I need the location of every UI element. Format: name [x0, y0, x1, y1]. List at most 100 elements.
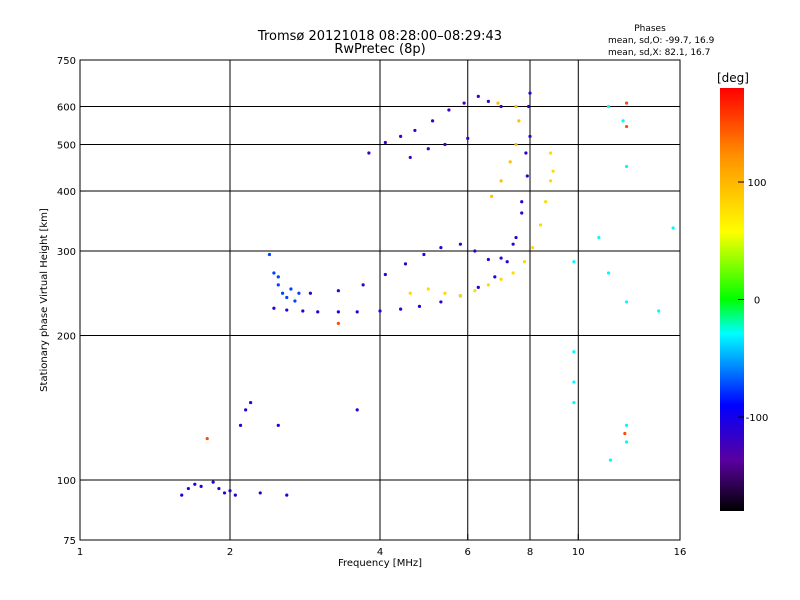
data-point [199, 484, 203, 488]
data-point [408, 155, 412, 160]
data-point [233, 493, 237, 497]
data-point [217, 486, 221, 491]
data-point [308, 291, 313, 295]
y-tick-label: 400 [57, 187, 76, 198]
data-point [549, 151, 553, 155]
data-point [443, 291, 447, 295]
chart-title: Tromsø 20121018 08:28:00–08:29:43 [257, 29, 502, 44]
data-point [285, 295, 289, 300]
data-point [496, 101, 500, 105]
data-point [180, 493, 184, 497]
data-point [426, 287, 430, 291]
data-point [466, 136, 470, 140]
data-point [525, 174, 529, 178]
data-point [657, 309, 661, 313]
colorbar-tick-label: 0 [754, 296, 760, 307]
data-point [476, 94, 480, 98]
data-point [486, 99, 490, 103]
data-point [276, 275, 280, 279]
x-tick-label: 2 [227, 547, 233, 558]
y-axis-label: Stationary phase Virtual Height [km] [39, 208, 50, 392]
gridlines [80, 60, 680, 540]
data-point [443, 142, 447, 147]
data-point [572, 400, 576, 405]
data-point [244, 408, 248, 412]
data-point [301, 309, 305, 313]
data-point [520, 211, 524, 215]
data-point [624, 300, 629, 304]
data-point [336, 321, 340, 325]
data-point [608, 458, 613, 462]
colorbar-label: [deg] [717, 71, 749, 85]
data-point [499, 277, 503, 281]
y-tick-label: 75 [63, 536, 76, 547]
data-point [549, 179, 553, 183]
data-point [572, 260, 576, 264]
data-point [399, 307, 403, 311]
data-point [399, 134, 403, 138]
x-tick-label: 4 [377, 547, 383, 558]
data-point [383, 140, 387, 145]
stats-heading: Phases [634, 24, 666, 34]
data-point [258, 491, 262, 495]
data-point [524, 151, 528, 155]
x-axis-label: Frequency [MHz] [338, 558, 422, 569]
data-point [355, 408, 359, 412]
data-point [276, 283, 280, 287]
data-point [572, 380, 576, 384]
data-point [623, 431, 627, 436]
data-point [458, 242, 463, 246]
data-point [528, 91, 532, 95]
data-point [499, 179, 503, 183]
y-tick-label: 750 [57, 56, 76, 67]
data-point [606, 271, 611, 275]
data-point [336, 310, 340, 314]
data-points [180, 91, 675, 497]
data-point [517, 119, 521, 123]
x-tick-label: 8 [527, 547, 533, 558]
data-point [597, 235, 601, 240]
data-point [671, 226, 675, 230]
data-point [285, 308, 289, 312]
y-tick-label: 100 [57, 476, 76, 487]
data-point [473, 249, 477, 253]
data-point [531, 245, 535, 250]
data-point [505, 260, 509, 264]
chart-subtitle: RwPretec (8p) [334, 42, 425, 57]
colorbar-ticks: 100 0 -100 [738, 178, 768, 424]
data-point [417, 304, 422, 309]
data-point [527, 104, 531, 109]
y-tick-label: 200 [57, 332, 76, 343]
data-point [403, 262, 408, 266]
data-point [186, 486, 190, 491]
data-point [280, 291, 285, 295]
data-point [276, 423, 280, 427]
x-tick-label: 10 [572, 547, 585, 558]
data-point [447, 108, 451, 112]
data-point [211, 480, 215, 484]
data-point [222, 491, 227, 495]
data-point [476, 285, 480, 289]
data-point [383, 272, 387, 277]
data-point [538, 223, 543, 227]
data-point [486, 283, 490, 287]
data-point [624, 164, 629, 169]
data-point [528, 134, 532, 138]
y-axis-ticks: 75 100 200 300 400 500 600 750 [57, 56, 86, 547]
data-point [458, 294, 463, 298]
data-point [367, 151, 371, 155]
data-point [426, 147, 430, 151]
data-point [293, 299, 297, 303]
y-tick-label: 500 [57, 141, 76, 152]
data-point [378, 309, 382, 313]
x-tick-label: 6 [465, 547, 471, 558]
data-point [522, 260, 527, 264]
data-point [624, 440, 629, 444]
data-point [422, 252, 426, 257]
data-point [193, 482, 197, 486]
stats-line-x: mean, sd,X: 82.1, 16.7 [608, 48, 710, 58]
y-tick-label: 600 [57, 103, 76, 114]
data-point [336, 289, 340, 293]
data-point [499, 256, 503, 260]
